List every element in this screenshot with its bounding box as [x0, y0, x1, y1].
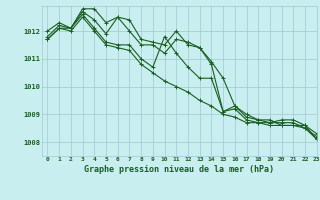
- X-axis label: Graphe pression niveau de la mer (hPa): Graphe pression niveau de la mer (hPa): [84, 165, 274, 174]
